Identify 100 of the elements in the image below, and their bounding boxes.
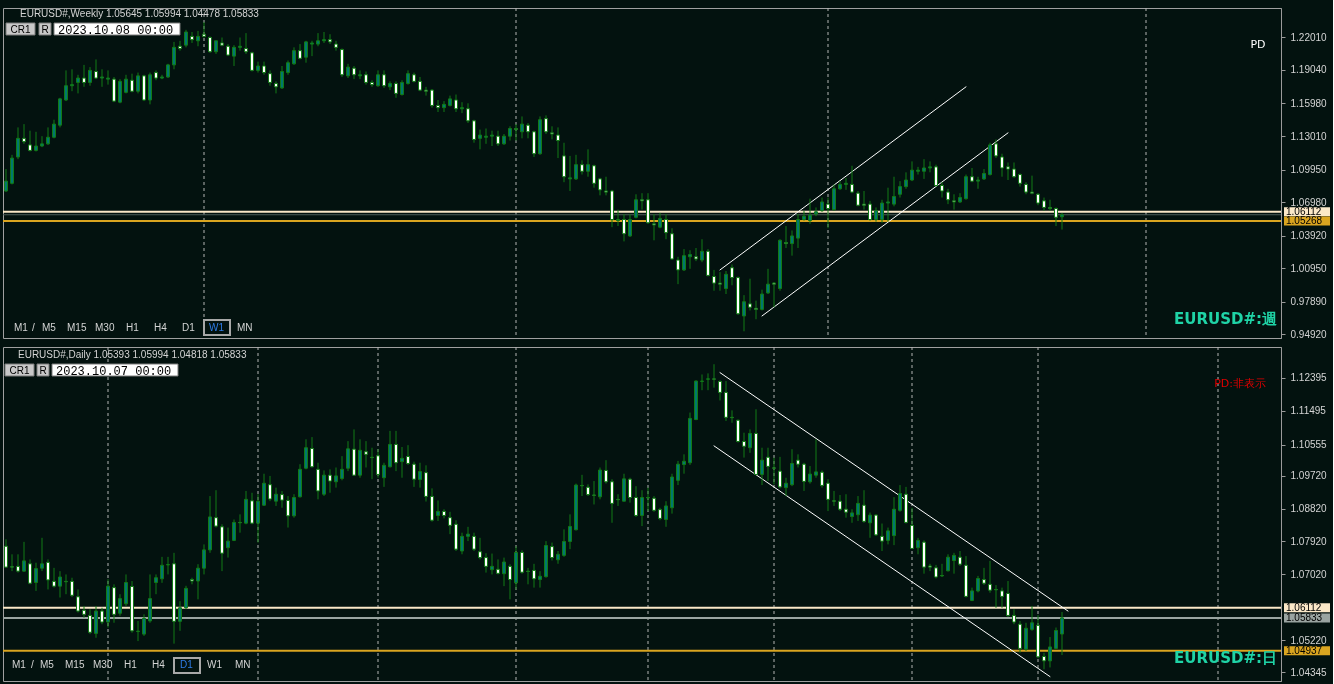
candlestick xyxy=(622,213,626,242)
annotation: W1 xyxy=(207,659,223,670)
candlestick xyxy=(274,80,278,94)
candlestick xyxy=(928,563,932,572)
y-tick-label: 1.19040 xyxy=(1290,64,1328,76)
candlestick xyxy=(346,440,350,472)
candlestick xyxy=(796,213,800,249)
candlestick xyxy=(1000,587,1004,609)
candlestick xyxy=(484,552,488,574)
candlestick xyxy=(766,268,770,295)
candlestick xyxy=(304,438,308,470)
candlestick xyxy=(868,200,872,222)
candlestick xyxy=(580,474,584,497)
y-tick-label: 1.11495 xyxy=(1290,405,1327,417)
candlestick xyxy=(274,487,278,507)
chart-title: EURUSD#,Daily 1.05393 1.05994 1.04818 1.05833 xyxy=(18,349,247,360)
candlestick xyxy=(652,213,656,241)
candlestick xyxy=(616,209,620,227)
candlestick xyxy=(802,210,806,222)
ref-line-label: 1.06112 xyxy=(1286,205,1322,217)
candlestick xyxy=(1054,206,1058,227)
annotation: R xyxy=(39,364,47,376)
candlestick xyxy=(562,528,566,558)
candlestick xyxy=(508,563,512,600)
candlestick xyxy=(1012,608,1016,625)
candlestick xyxy=(1042,652,1046,670)
candlestick xyxy=(436,99,440,113)
candlestick xyxy=(388,430,392,468)
candlestick xyxy=(640,489,644,527)
candlestick xyxy=(172,41,176,70)
candlestick xyxy=(256,493,260,544)
candlestick xyxy=(862,190,866,211)
y-tick-label: 1.08820 xyxy=(1290,503,1328,515)
candlestick xyxy=(772,457,776,485)
chart-title: EURUSD#,Weekly 1.05645 1.05994 1.04478 1.05833 xyxy=(20,8,260,19)
candlestick xyxy=(880,199,884,224)
candlestick xyxy=(886,187,890,223)
candlestick xyxy=(490,553,494,575)
candlestick xyxy=(832,490,836,507)
candlestick xyxy=(100,68,104,88)
candlestick xyxy=(790,448,794,487)
candlestick xyxy=(94,605,98,639)
candlestick xyxy=(994,138,998,159)
candlestick xyxy=(466,526,470,542)
candlestick xyxy=(964,174,968,201)
candlestick xyxy=(580,159,584,176)
candlestick xyxy=(1024,622,1028,652)
candlestick xyxy=(688,249,692,270)
candlestick xyxy=(118,78,122,104)
candlestick xyxy=(898,180,902,199)
annotation: H4 xyxy=(152,659,166,670)
ref-line-label: 1.05268 xyxy=(1286,214,1323,226)
candlestick xyxy=(226,527,230,559)
candlestick xyxy=(460,532,464,555)
annotation: M5 xyxy=(42,322,57,333)
y-tick-label: 1.05220 xyxy=(1290,634,1328,646)
candlestick xyxy=(334,466,338,489)
candlestick xyxy=(790,229,794,257)
y-tick-label: 1.10555 xyxy=(1290,439,1328,451)
candlestick xyxy=(700,238,704,263)
candlestick xyxy=(676,256,680,285)
candlestick xyxy=(592,480,596,505)
candlestick xyxy=(934,164,938,188)
candlestick xyxy=(514,123,518,142)
candlestick xyxy=(160,556,164,584)
candlestick xyxy=(478,129,482,150)
candlestick xyxy=(994,584,998,609)
candlestick xyxy=(916,166,920,176)
annotation: D1 xyxy=(182,322,196,333)
y-tick-label: 1.03920 xyxy=(1290,230,1328,242)
candlestick xyxy=(682,453,686,475)
candlestick xyxy=(214,489,218,529)
annotation: MN xyxy=(237,322,253,333)
candlestick xyxy=(1060,212,1064,231)
candlestick xyxy=(136,620,140,642)
y-tick-label: 1.07920 xyxy=(1290,535,1328,547)
candlestick xyxy=(754,300,758,320)
candlestick xyxy=(448,511,452,535)
y-tick-label: 1.12395 xyxy=(1290,372,1328,384)
candlestick xyxy=(718,271,722,292)
candlestick xyxy=(940,563,944,578)
candlestick xyxy=(46,126,50,146)
candlestick xyxy=(640,192,644,211)
candlestick xyxy=(916,537,920,555)
candlestick xyxy=(664,213,668,240)
candlestick xyxy=(220,36,224,47)
annotation: H4 xyxy=(154,322,168,333)
candlestick xyxy=(166,556,170,575)
candlestick xyxy=(460,101,464,114)
candlestick xyxy=(88,66,92,87)
candlestick xyxy=(196,30,200,47)
annotation: H1 xyxy=(124,659,138,670)
candlestick xyxy=(34,562,38,592)
candlestick xyxy=(502,557,506,587)
candlestick xyxy=(4,538,8,569)
candlestick xyxy=(826,478,830,512)
candlestick xyxy=(334,40,338,52)
annotation: R xyxy=(41,23,49,35)
candlestick xyxy=(1060,611,1064,656)
candlestick xyxy=(238,513,242,534)
